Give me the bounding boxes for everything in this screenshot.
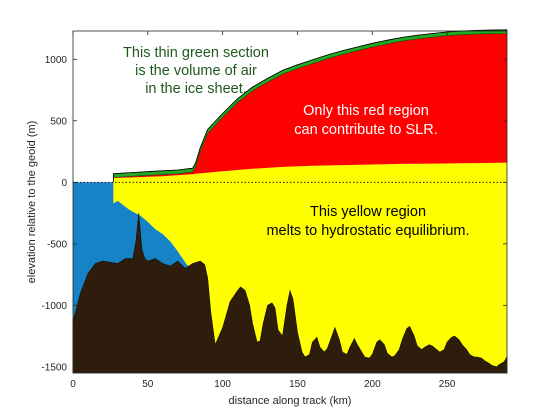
annotation-line: This thin green section	[123, 45, 269, 61]
y-axis: -1500 -1000 -500 0 500 1000	[41, 55, 507, 373]
slr-region	[113, 33, 508, 178]
axes-box	[72, 30, 508, 374]
annotation-line: melts to hydrostatic equilibrium.	[266, 223, 469, 239]
x-axis: 0 50 100 150 200 250	[70, 31, 456, 390]
annotation-line: is the volume of air	[135, 63, 257, 79]
surface-outline	[112, 29, 508, 183]
plot-area	[72, 29, 508, 374]
x-tick-label: 150	[289, 379, 306, 390]
y-tick-label: -500	[47, 239, 67, 250]
annotation-2: Only this red region can contribute to SL…	[294, 103, 437, 138]
annotation-line: Only this red region	[303, 103, 429, 119]
annotation-3: This yellow region melts to hydrostatic e…	[266, 204, 469, 239]
y-tick-label: 1000	[45, 55, 68, 66]
annotation-1: This thin green section is the volume of …	[123, 45, 269, 97]
annotations: This thin green section is the volume of …	[123, 45, 469, 239]
x-tick-label: 100	[214, 379, 231, 390]
bedrock	[72, 213, 508, 374]
annotation-line: in the ice sheet.	[145, 81, 247, 97]
x-tick-label: 250	[439, 379, 456, 390]
y-tick-label: -1500	[41, 362, 67, 373]
y-tick-label: 500	[50, 116, 67, 127]
annotation-line: This yellow region	[310, 204, 426, 220]
y-axis-label: elevation relative to the geoid (m)	[26, 121, 38, 284]
x-axis-label: distance along track (km)	[229, 395, 352, 407]
annotation-line: can contribute to SLR.	[294, 122, 437, 138]
x-tick-label: 50	[142, 379, 154, 390]
y-tick-label: -1000	[41, 301, 67, 312]
x-tick-label: 200	[364, 379, 381, 390]
y-tick-label: 0	[61, 178, 67, 189]
x-tick-label: 0	[70, 379, 76, 390]
